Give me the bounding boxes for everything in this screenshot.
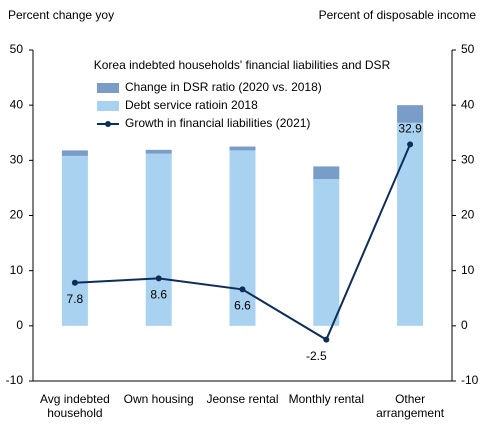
bar [397,105,424,123]
x-tick-label: Monthly rental [288,392,364,406]
x-tick-label: Own housing [123,392,194,406]
bar [313,166,340,180]
legend-label: Growth in financial liabilities (2021) [125,116,310,130]
bar [313,179,340,326]
y-tick-label: 50 [10,42,24,56]
y-tick-label: 40 [10,97,24,111]
x-tick-label: Avg indebted household [39,392,110,420]
bar [397,122,424,326]
data-label: 7.8 [67,292,84,306]
bar [229,146,256,151]
y2-tick-label: 40 [461,97,475,111]
data-label: 32.9 [398,122,422,136]
bar [229,150,256,326]
y-tick-label: -10 [6,373,24,387]
y-tick-label: 20 [10,208,24,222]
legend-swatch [105,121,111,127]
legend-swatch [97,101,119,111]
y2-tick-label: -10 [461,373,479,387]
y2-tick-label: 10 [461,263,475,277]
legend-swatch [97,83,119,93]
y2-tick-label: 20 [461,208,475,222]
data-label: -2.5 [306,349,327,363]
line-point [71,279,78,286]
y2-tick-label: 50 [461,42,475,56]
line-point [155,275,162,282]
y-axis-label: Percent change yoy [8,8,114,22]
line-point [323,336,330,343]
chart-title: Korea indebted households' financial lia… [94,58,391,72]
y2-tick-label: 0 [461,318,468,332]
x-tick-label: Jeonse rental [206,392,279,406]
bar [145,149,172,154]
bar [61,155,88,326]
legend-label: Debt service ratioin 2018 [125,98,258,112]
x-tick-label: Other arrangement [376,392,445,420]
data-label: 6.6 [234,299,251,313]
line-point [239,286,246,293]
y-tick-label: 0 [16,318,23,332]
line-point [407,141,414,148]
bar [61,150,88,156]
bar [145,153,172,326]
y2-axis-label: Percent of disposable income [319,8,477,22]
y-tick-label: 30 [10,153,24,167]
data-label: 8.6 [150,288,167,302]
legend-label: Change in DSR ratio (2020 vs. 2018) [125,80,322,94]
y-tick-label: 10 [10,263,24,277]
y2-tick-label: 30 [461,153,475,167]
